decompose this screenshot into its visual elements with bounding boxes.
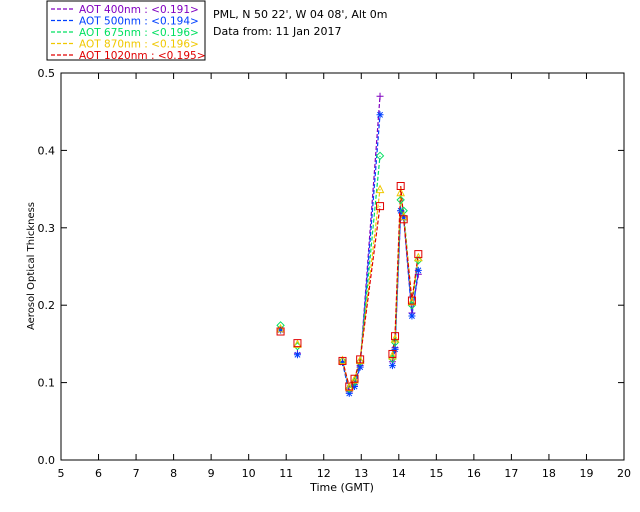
legend-label: AOT 400nm : <0.191> xyxy=(79,4,199,16)
data-point xyxy=(408,312,416,320)
data-point xyxy=(376,111,384,119)
x-tick-label: 11 xyxy=(279,467,293,480)
x-axis-label: Time (GMT) xyxy=(309,481,374,494)
series-lines xyxy=(341,96,419,395)
site-info: PML, N 50 22', W 04 08', Alt 0m xyxy=(213,8,387,21)
data-point xyxy=(376,202,385,211)
data-point xyxy=(344,382,354,392)
y-tick-label: 0.0 xyxy=(38,454,56,467)
axes: 5 6 7 8 9 10 11 12 13 14 15 16 17 18 19 20 0.0 0.1 0.2 0.3 0… xyxy=(38,67,632,480)
x-tick-label: 18 xyxy=(542,467,556,480)
legend-label: AOT 500nm : <0.194> xyxy=(79,16,199,28)
y-tick-label: 0.5 xyxy=(38,67,56,80)
y-axis-label: Aerosol Optical Thickness xyxy=(26,202,37,330)
series-line xyxy=(341,189,381,389)
data-point xyxy=(350,374,359,384)
data-point xyxy=(396,182,405,191)
y-tick-label: 0.3 xyxy=(38,222,56,235)
data-point xyxy=(391,332,400,341)
legend-label: AOT 675nm : <0.196> xyxy=(79,27,199,39)
data-point xyxy=(396,195,405,205)
x-tick-label: 14 xyxy=(392,467,406,480)
x-tick-label: 5 xyxy=(58,467,65,480)
data-point xyxy=(293,339,302,348)
data-point xyxy=(338,356,347,365)
data-point xyxy=(390,333,400,343)
data-point xyxy=(351,382,359,390)
x-tick-label: 16 xyxy=(467,467,481,480)
plot-area xyxy=(60,72,625,461)
data-point xyxy=(388,350,397,360)
x-tick-label: 12 xyxy=(317,467,331,480)
data-point xyxy=(339,358,346,366)
x-tick-label: 19 xyxy=(579,467,593,480)
series-line xyxy=(391,199,419,359)
data-point xyxy=(356,355,365,364)
x-tick-label: 17 xyxy=(504,467,518,480)
data-point xyxy=(414,266,422,274)
data-point xyxy=(293,339,302,348)
y-tick-label: 0.4 xyxy=(38,144,56,157)
date-info: Data from: 11 Jan 2017 xyxy=(213,25,342,38)
data-point xyxy=(375,184,385,194)
data-point xyxy=(277,326,285,334)
series-markers xyxy=(276,92,423,397)
data-point xyxy=(276,321,285,330)
data-point xyxy=(388,349,397,358)
x-tick-label: 20 xyxy=(617,467,631,480)
data-point xyxy=(350,374,359,383)
x-tick-label: 9 xyxy=(208,467,215,480)
x-tick-label: 6 xyxy=(95,467,102,480)
data-point xyxy=(338,355,347,365)
data-point xyxy=(414,250,423,259)
legend: AOT 400nm : <0.191>AOT 500nm : <0.194>AO… xyxy=(46,0,206,62)
data-point xyxy=(293,351,301,359)
legend-label: AOT 1020nm : <0.195> xyxy=(79,50,206,62)
data-point xyxy=(407,296,417,306)
data-point xyxy=(399,206,408,215)
data-point xyxy=(388,362,396,370)
data-point xyxy=(391,345,399,353)
legend-label: AOT 870nm : <0.196> xyxy=(79,39,199,51)
data-point xyxy=(345,389,353,397)
data-point xyxy=(390,338,400,347)
data-point xyxy=(345,382,354,391)
data-point xyxy=(399,215,408,224)
legend-frame xyxy=(46,0,206,61)
data-point xyxy=(276,327,285,336)
x-tick-label: 13 xyxy=(354,467,368,480)
data-point xyxy=(375,151,385,161)
y-tick-label: 0.2 xyxy=(38,299,56,312)
x-tick-label: 8 xyxy=(170,467,177,480)
data-point xyxy=(376,92,384,100)
x-tick-label: 7 xyxy=(133,467,140,480)
y-tick-label: 0.1 xyxy=(38,377,56,390)
data-point xyxy=(355,355,365,365)
data-point xyxy=(396,187,405,197)
data-point xyxy=(407,296,416,305)
x-tick-label: 10 xyxy=(242,467,256,480)
data-point xyxy=(356,363,364,371)
data-point xyxy=(400,214,408,222)
x-tick-label: 15 xyxy=(429,467,443,480)
